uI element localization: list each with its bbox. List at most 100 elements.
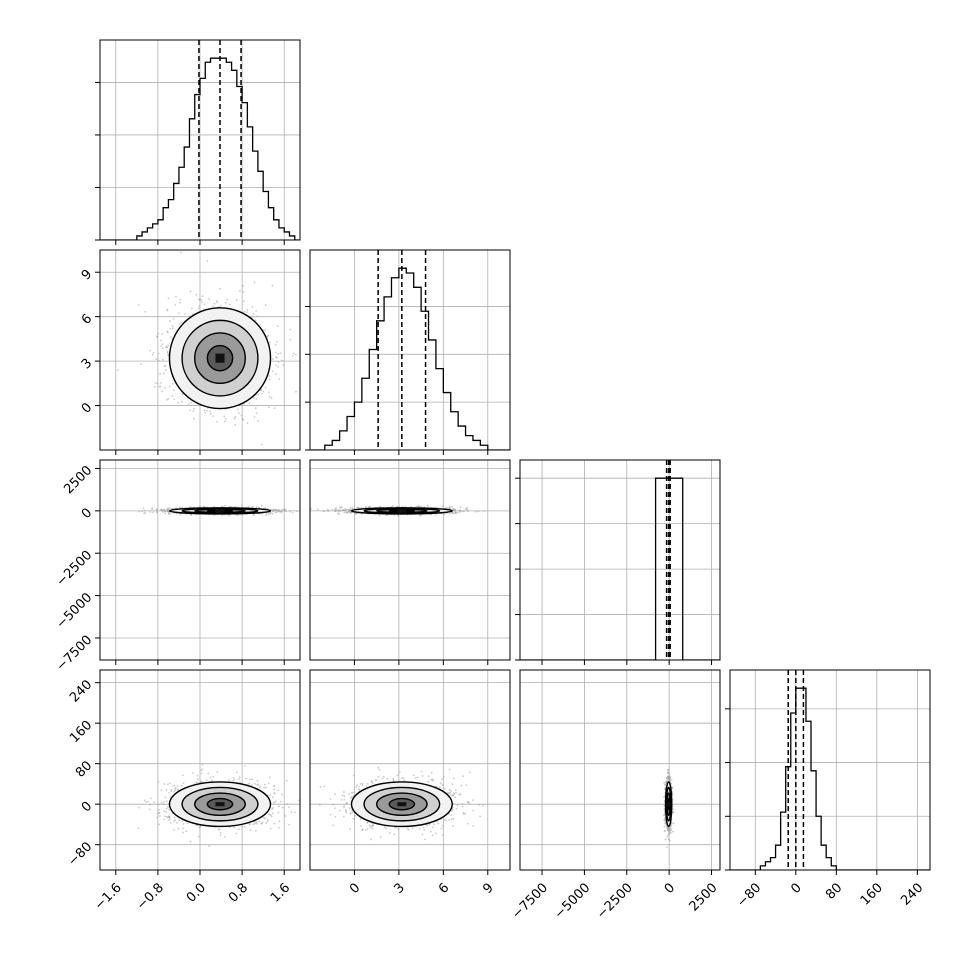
sample-point [216,771,219,774]
sample-point [257,419,259,422]
density-peak [215,353,225,363]
sample-point [417,505,419,508]
sample-point [171,395,174,398]
density-peak [397,508,407,513]
sample-point [172,389,175,392]
sample-point [454,510,457,513]
sample-point [168,782,171,785]
sample-point [668,826,671,829]
sample-point [263,786,266,789]
sample-point [168,817,171,820]
sample-point [283,507,286,510]
sample-point [142,507,145,510]
sample-point [351,507,354,510]
sample-point [672,805,674,808]
sample-point [185,830,188,833]
y-tick-label: 0 [79,400,95,416]
sample-point [269,827,272,830]
y-tick-label: 3 [79,356,95,372]
sample-point [278,820,281,823]
sample-point [242,300,245,303]
x-tick-label: 0.0 [184,880,209,905]
sample-point [278,826,280,829]
sample-point [329,797,332,800]
sample-point [162,511,164,513]
sample-point [233,778,236,781]
x-tick-label: −80 [734,880,764,910]
density-peak [215,802,225,807]
sample-point [271,510,274,513]
sample-point [289,338,292,341]
sample-point [224,301,227,304]
x-tick-label: 0 [347,880,363,896]
density-peak [215,508,225,513]
sample-point [161,343,164,346]
sample-point [141,510,143,513]
sample-point [366,828,369,830]
sample-point [350,792,353,794]
sample-point [224,417,227,420]
sample-point [253,822,256,825]
sample-point [255,398,258,400]
sample-point [169,795,172,798]
sample-point [465,507,468,510]
x-tick-label: 2500 [687,880,721,914]
sample-point [458,793,461,796]
sample-point [270,814,272,817]
scatter-2-3 [662,768,675,848]
sample-point [145,801,147,804]
sample-point [284,815,287,817]
sample-point [278,378,281,380]
sample-point [277,789,280,792]
sample-point [154,382,157,384]
sample-point [187,403,190,406]
sample-point [479,815,482,818]
sample-point [371,825,374,828]
sample-point [168,815,171,818]
sample-point [209,776,212,779]
sample-point [669,829,672,832]
sample-point [166,398,168,401]
sample-point [389,832,391,834]
sample-point [334,510,337,513]
sample-point [337,509,340,511]
sample-point [422,826,425,829]
sample-point [144,310,147,313]
sample-point [241,505,244,508]
sample-point [235,832,238,835]
sample-point [265,514,267,517]
sample-point [335,506,338,509]
sample-point [462,811,465,814]
sample-point [282,364,284,366]
sample-point [273,407,276,410]
sample-point [168,385,171,388]
sample-point [174,304,177,306]
sample-point [163,810,166,813]
sample-point [277,805,280,808]
sample-point [223,415,226,418]
sample-point [472,824,475,827]
sample-point [279,800,282,803]
sample-point [338,513,340,515]
sample-point [667,838,670,841]
sample-point [165,807,168,810]
sample-point [441,778,443,781]
sample-point [356,784,359,787]
sample-point [440,827,443,830]
sample-point [371,823,374,826]
sample-point [464,812,467,815]
sample-point [248,823,251,826]
scatter-1-2 [310,504,486,517]
sample-point [384,827,387,830]
sample-point [151,353,154,356]
sample-point [168,320,171,322]
sample-point [168,819,171,822]
sample-point [386,514,389,516]
sample-point [349,812,352,814]
sample-point [173,829,175,832]
sample-point [289,328,292,331]
sample-point [166,308,169,311]
sample-point [451,783,454,786]
sample-point [244,765,246,767]
sample-point [169,513,172,516]
